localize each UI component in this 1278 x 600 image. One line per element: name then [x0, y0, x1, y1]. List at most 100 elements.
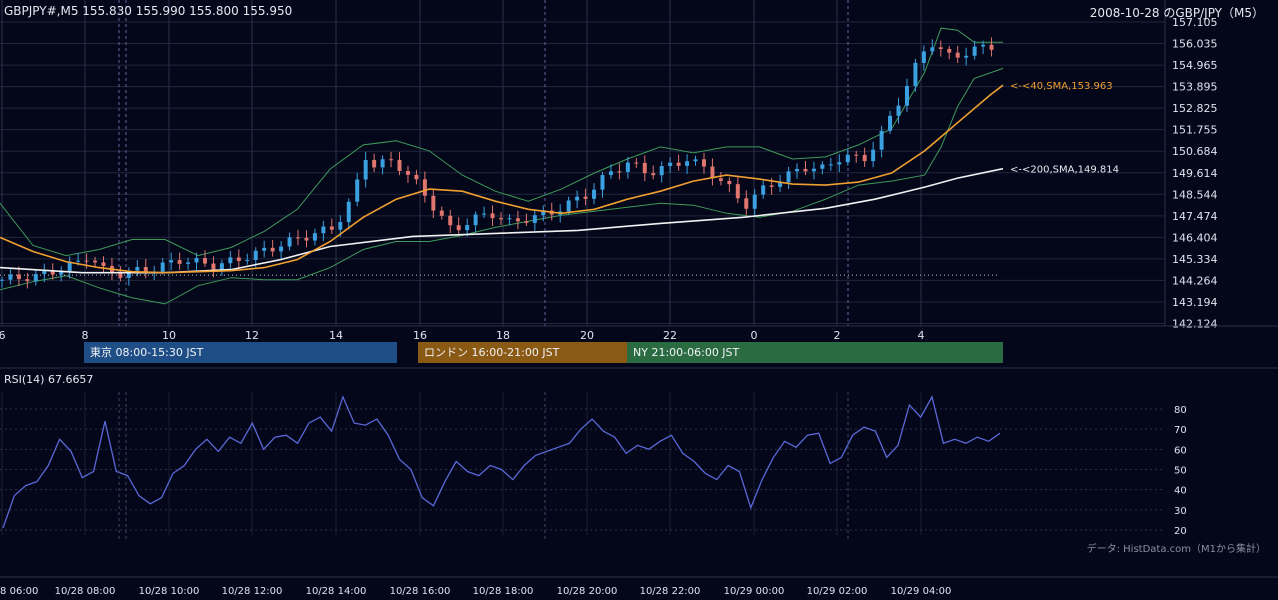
x-tick-label: 18 — [496, 329, 510, 342]
x-tick-label: 20 — [580, 329, 594, 342]
session-label: ロンドン 16:00-21:00 JST — [424, 346, 560, 359]
price-tick-label: 154.965 — [1172, 59, 1218, 72]
candle-body — [211, 263, 216, 270]
candle-body — [625, 162, 630, 172]
candle-body — [143, 267, 148, 273]
data-credit: データ: HistData.com（M1から集計） — [1086, 544, 1266, 555]
candle-body — [439, 210, 444, 216]
candle-body — [202, 258, 207, 264]
x-tick-label: 6 — [0, 329, 6, 342]
x-tick-label: 2 — [834, 329, 841, 342]
candle-body — [566, 200, 571, 212]
session-label: 東京 08:00-15:30 JST — [90, 346, 204, 359]
candle-body — [482, 213, 487, 215]
candle-body — [795, 168, 800, 172]
candle-body — [93, 260, 98, 263]
candle-body — [16, 274, 21, 280]
candle-body — [219, 263, 224, 270]
candle-body — [270, 247, 275, 252]
candle-body — [786, 171, 791, 183]
sma40-annotation: <-<40,SMA,153.963 — [1010, 81, 1113, 92]
time-tick-label: 10/28 18:00 — [473, 586, 534, 597]
candles-group — [0, 37, 994, 289]
candle-body — [236, 257, 241, 261]
price-tick-label: 156.035 — [1172, 38, 1218, 51]
candle-body — [718, 178, 723, 181]
candle-body — [972, 46, 977, 56]
price-tick-label: 151.755 — [1172, 124, 1218, 137]
candle-body — [761, 185, 766, 195]
candle-body — [947, 48, 952, 53]
candle-body — [896, 105, 901, 116]
candle-body — [904, 86, 909, 106]
candle-body — [879, 130, 884, 150]
candle-body — [769, 185, 774, 187]
candle-body — [676, 162, 681, 166]
candle-body — [575, 196, 580, 201]
candle-body — [0, 279, 4, 281]
session-tokyo: 東京 08:00-15:30 JST — [84, 342, 397, 363]
candle-body — [59, 271, 64, 275]
rsi-label: RSI(14) 67.6657 — [4, 373, 94, 386]
candle-body — [642, 162, 647, 174]
x-tick-label: 22 — [663, 329, 677, 342]
price-tick-label: 146.404 — [1172, 231, 1218, 244]
candle-body — [8, 274, 13, 280]
candle-body — [42, 271, 47, 275]
candle-body — [262, 247, 267, 251]
candle-body — [651, 173, 656, 176]
time-tick-label: 10/28 14:00 — [306, 586, 367, 597]
candle-body — [253, 250, 258, 260]
candle-body — [592, 189, 597, 199]
candle-body — [296, 237, 301, 239]
candle-body — [744, 198, 749, 209]
candle-body — [355, 179, 360, 202]
candle-body — [634, 162, 639, 164]
price-tick-label: 153.895 — [1172, 81, 1218, 94]
candle-body — [752, 194, 757, 209]
rsi-tick-label: 50 — [1174, 466, 1187, 477]
candle-body — [287, 237, 292, 247]
candle-body — [727, 180, 732, 185]
time-tick-label: 10/28 12:00 — [222, 586, 283, 597]
candle-body — [913, 62, 918, 87]
price-tick-label: 157.105 — [1172, 16, 1218, 29]
candle-body — [888, 115, 893, 131]
x-tick-label: 16 — [413, 329, 427, 342]
candle-body — [33, 274, 38, 282]
x-tick-label: 4 — [918, 329, 925, 342]
candle-body — [524, 221, 529, 223]
candle-body — [321, 226, 326, 234]
candle-body — [845, 154, 850, 163]
candle-body — [608, 171, 613, 176]
candle-body — [811, 168, 816, 172]
candle-body — [921, 51, 926, 63]
price-tick-label: 148.544 — [1172, 188, 1218, 201]
candle-body — [659, 166, 664, 176]
price-tick-label: 144.264 — [1172, 274, 1218, 287]
price-tick-label: 143.194 — [1172, 296, 1218, 309]
candle-body — [405, 170, 410, 175]
candle-body — [685, 161, 690, 166]
candle-body — [76, 260, 81, 262]
candle-body — [617, 171, 622, 173]
candle-body — [837, 162, 842, 165]
candle-body — [118, 272, 123, 278]
candle-body — [693, 159, 698, 162]
candle-body — [701, 159, 706, 167]
candle-body — [67, 261, 72, 272]
candle-body — [380, 159, 385, 168]
candle-body — [541, 210, 546, 216]
rsi-tick-label: 80 — [1174, 405, 1187, 416]
price-tick-label: 150.684 — [1172, 145, 1218, 158]
rsi-tick-label: 40 — [1174, 486, 1187, 497]
candle-body — [84, 260, 89, 262]
candle-body — [473, 214, 478, 226]
sma200-annotation: <-<200,SMA,149.814 — [1010, 165, 1119, 176]
price-tick-label: 147.474 — [1172, 210, 1218, 223]
session-london: ロンドン 16:00-21:00 JST — [418, 342, 627, 363]
candle-body — [186, 262, 191, 264]
candle-body — [50, 271, 55, 275]
